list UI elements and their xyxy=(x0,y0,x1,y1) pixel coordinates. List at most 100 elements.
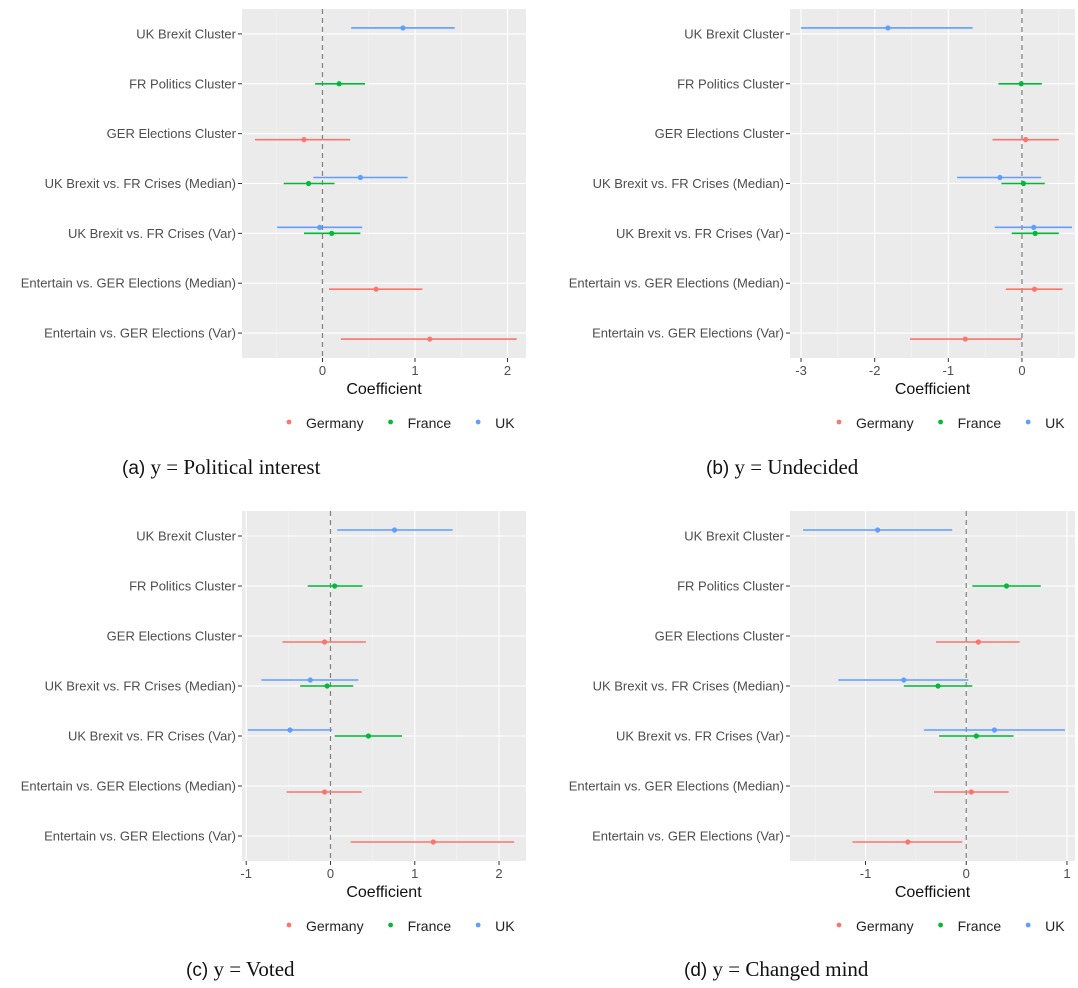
point-uk xyxy=(317,224,323,230)
y-tick-label: UK Brexit vs. FR Crises (Var) xyxy=(616,226,784,241)
point-uk xyxy=(901,677,907,683)
legend-key-france xyxy=(938,922,943,928)
caption-text: y = Voted xyxy=(213,957,295,981)
point-uk xyxy=(357,174,364,181)
legend: Germany France UK xyxy=(286,415,515,431)
legend-label: UK xyxy=(1045,918,1065,934)
point-germany xyxy=(968,789,974,795)
x-tick-label: -3 xyxy=(795,363,807,378)
caption-prefix: (a) xyxy=(122,458,151,479)
x-tick-label: -1 xyxy=(943,363,955,378)
y-tick-label: UK Brexit vs. FR Crises (Median) xyxy=(593,679,784,694)
y-tick-label: UK Brexit Cluster xyxy=(684,26,784,41)
y-tick-label: Entertain vs. GER Elections (Median) xyxy=(569,779,784,794)
point-france xyxy=(324,683,330,689)
point-uk xyxy=(997,174,1003,181)
point-uk xyxy=(991,727,998,733)
point-france xyxy=(329,230,335,236)
legend: Germany France UK xyxy=(836,415,1065,431)
legend-key-uk xyxy=(475,419,481,425)
x-tick-label: 2 xyxy=(504,363,511,378)
legend-label: Germany xyxy=(306,415,364,431)
y-tick-label: FR Politics Cluster xyxy=(677,579,785,594)
y-tick-label: UK Brexit vs. FR Crises (Var) xyxy=(68,226,236,241)
point-uk xyxy=(400,25,406,31)
x-tick-label: 0 xyxy=(319,363,326,378)
caption-text: y = Political interest xyxy=(151,455,321,479)
x-tick-label: 1 xyxy=(411,866,418,881)
y-tick-label: UK Brexit vs. FR Crises (Var) xyxy=(616,729,784,744)
point-france xyxy=(1020,180,1027,187)
legend-key-france xyxy=(388,419,393,425)
legend: Germany France UK xyxy=(286,918,515,934)
x-tick-label: -2 xyxy=(869,363,881,378)
point-uk xyxy=(287,727,293,733)
y-tick-label: Entertain vs. GER Elections (Var) xyxy=(592,326,784,341)
point-germany xyxy=(301,137,307,143)
point-germany xyxy=(321,639,328,645)
panel-d: UK Brexit Cluster FR Politics Cluster GER … xyxy=(569,511,1075,981)
y-tick-label: GER Elections Cluster xyxy=(107,629,237,644)
point-germany xyxy=(975,639,981,645)
point-germany xyxy=(427,336,433,342)
point-uk xyxy=(307,677,313,683)
point-germany xyxy=(1023,137,1029,143)
legend-label: Germany xyxy=(856,918,914,934)
point-germany xyxy=(962,336,968,342)
panel-a: UK Brexit Cluster FR Politics Cluster GER … xyxy=(21,9,526,479)
y-tick-label: UK Brexit vs. FR Crises (Median) xyxy=(593,176,784,191)
point-germany xyxy=(373,286,379,292)
y-tick-label: GER Elections Cluster xyxy=(655,126,785,141)
point-france xyxy=(332,583,338,589)
y-tick-label: Entertain vs. GER Elections (Median) xyxy=(569,276,784,291)
legend-label: France xyxy=(958,415,1002,431)
legend-key-uk xyxy=(1025,922,1031,928)
panel-b: UK Brexit Cluster FR Politics Cluster GER … xyxy=(569,9,1075,479)
x-tick-label: -1 xyxy=(240,866,252,881)
point-germany xyxy=(1031,286,1038,292)
x-axis-label: Coefficient xyxy=(895,381,971,398)
y-tick-label: Entertain vs. GER Elections (Var) xyxy=(44,326,236,341)
point-france xyxy=(935,683,941,689)
panel-caption: (b) y = Undecided xyxy=(706,455,859,479)
legend-key-germany xyxy=(836,922,842,928)
panel-c: UK Brexit Cluster FR Politics Cluster GER … xyxy=(21,511,526,981)
y-tick-label: UK Brexit vs. FR Crises (Median) xyxy=(45,679,236,694)
point-uk xyxy=(391,527,398,533)
x-tick-label: 0 xyxy=(963,866,970,881)
legend-key-germany xyxy=(286,419,292,425)
legend: Germany France UK xyxy=(836,918,1065,934)
legend-key-france xyxy=(388,922,393,928)
x-axis-label: Coefficient xyxy=(346,884,422,901)
y-tick-label: UK Brexit vs. FR Crises (Var) xyxy=(68,729,236,744)
y-tick-label: UK Brexit Cluster xyxy=(136,26,236,41)
point-germany xyxy=(905,839,911,845)
legend-label: France xyxy=(408,415,452,431)
point-uk xyxy=(1031,224,1037,230)
point-uk xyxy=(885,25,891,31)
x-tick-label: 0 xyxy=(327,866,334,881)
legend-label: UK xyxy=(495,415,515,431)
caption-prefix: (c) xyxy=(186,960,213,981)
point-france xyxy=(1003,583,1010,589)
y-tick-label: GER Elections Cluster xyxy=(655,629,785,644)
point-france xyxy=(1018,81,1024,87)
caption-prefix: (b) xyxy=(706,458,735,479)
legend-label: UK xyxy=(495,918,515,934)
point-germany xyxy=(430,839,436,845)
legend-key-germany xyxy=(286,922,292,928)
x-axis-label: Coefficient xyxy=(895,884,971,901)
legend-key-uk xyxy=(1025,419,1031,425)
panel-caption: (c) y = Voted xyxy=(186,957,295,981)
caption-text: y = Undecided xyxy=(735,455,859,479)
point-france xyxy=(1032,230,1038,236)
point-germany xyxy=(321,789,328,795)
y-tick-label: Entertain vs. GER Elections (Var) xyxy=(592,829,784,844)
point-uk xyxy=(875,527,881,533)
x-tick-label: 0 xyxy=(1018,363,1025,378)
x-axis-label: Coefficient xyxy=(346,381,422,398)
y-tick-label: Entertain vs. GER Elections (Var) xyxy=(44,829,236,844)
y-tick-label: UK Brexit vs. FR Crises (Median) xyxy=(45,176,236,191)
y-tick-label: GER Elections Cluster xyxy=(107,126,237,141)
y-tick-label: FR Politics Cluster xyxy=(129,76,237,91)
